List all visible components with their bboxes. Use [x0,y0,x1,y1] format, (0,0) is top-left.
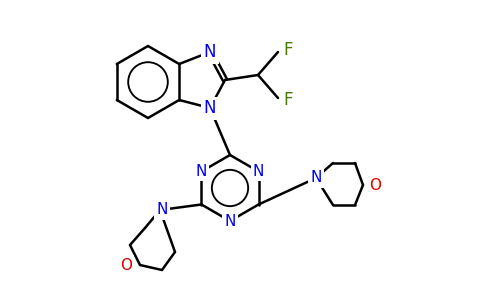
Text: O: O [369,178,381,193]
Text: F: F [283,91,293,109]
Text: N: N [253,164,264,179]
Text: N: N [310,170,322,185]
Text: O: O [120,257,132,272]
Text: N: N [204,43,216,61]
Text: N: N [224,214,236,229]
Text: N: N [156,202,167,217]
Text: N: N [204,99,216,117]
Text: F: F [283,41,293,59]
Text: N: N [196,164,207,179]
